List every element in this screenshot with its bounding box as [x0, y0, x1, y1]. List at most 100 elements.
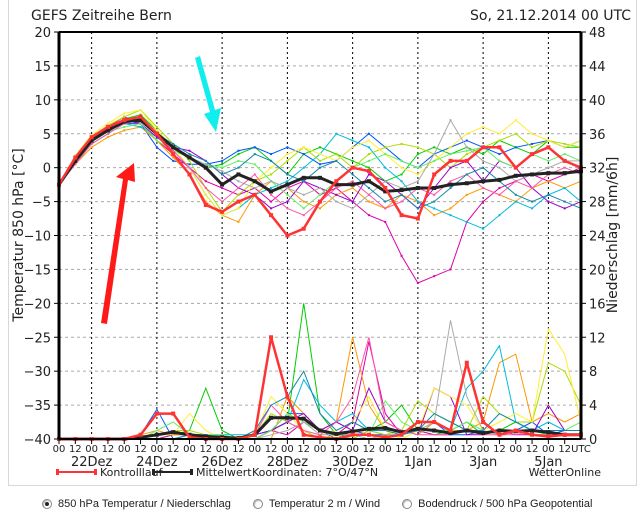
member-point [221, 170, 224, 173]
y-tick-label: −40 [24, 433, 51, 448]
member-point [433, 193, 436, 196]
member-point [270, 187, 273, 190]
member-point [416, 146, 419, 149]
member-point [253, 146, 256, 149]
member-point [514, 119, 517, 122]
control-point [154, 411, 159, 416]
member-point [90, 146, 93, 149]
member-point [367, 153, 370, 156]
member-point [449, 153, 452, 156]
member-point [367, 173, 370, 176]
y2-tick-label: 48 [589, 26, 606, 41]
mean-point [203, 165, 208, 170]
member-point [465, 153, 468, 156]
member-point [270, 173, 273, 176]
member-point [514, 132, 517, 135]
member-point [498, 187, 501, 190]
radio-indicator-selected[interactable] [42, 499, 52, 509]
member-point [400, 159, 403, 162]
mean-point [138, 118, 143, 123]
x-tick-label: 12 [428, 444, 441, 455]
control-point [203, 202, 208, 207]
x-tick-label: 12 [232, 444, 245, 455]
member-point [384, 220, 387, 223]
member-point [465, 149, 468, 152]
source-label: WetterOnline [529, 466, 602, 479]
y-tick-label: 15 [34, 60, 51, 75]
member-point [367, 187, 370, 190]
member-precip-line-9 [59, 320, 581, 440]
control-point [269, 213, 274, 218]
member-point [498, 139, 501, 142]
mean-point [350, 429, 355, 434]
member-point [90, 134, 93, 137]
mean-point [236, 172, 241, 177]
member-point [302, 153, 305, 156]
control-point [513, 165, 518, 170]
mean-point [497, 177, 502, 182]
control-point [383, 186, 388, 191]
control-point [366, 169, 371, 174]
y-tick-label: −30 [24, 365, 51, 380]
member-point [351, 200, 354, 203]
control-point [73, 155, 78, 160]
member-point [253, 153, 256, 156]
member-point [416, 200, 419, 203]
member-point [74, 163, 77, 166]
x-tick-label: 12 [558, 444, 571, 455]
member-precip-line-5 [59, 361, 582, 440]
member-point [106, 136, 109, 139]
member-point [482, 125, 485, 128]
radio-indicator[interactable] [252, 499, 263, 509]
member-point [433, 153, 436, 156]
y2-axis-label: Niederschlag [mm/6h] [605, 157, 621, 314]
member-point [384, 146, 387, 149]
member-point [547, 139, 550, 142]
member-point [286, 187, 289, 190]
member-point [335, 193, 338, 196]
member-point [204, 159, 207, 162]
mean-point [171, 430, 176, 435]
member-point [319, 159, 321, 162]
mean-point [366, 426, 371, 431]
control-point [432, 420, 437, 425]
member-point [155, 139, 158, 142]
red-arrow [101, 163, 135, 324]
member-precip-line-7 [59, 327, 582, 440]
member-point [433, 146, 436, 149]
x-tick-label: 12 [69, 444, 82, 455]
member-point [498, 132, 501, 135]
date-label: 1Jan [404, 455, 432, 470]
control-point [464, 360, 469, 365]
coordinates-label: Koordinaten: 7°O/47°N [252, 466, 378, 479]
member-point [514, 200, 517, 203]
radio-pressure-geopotential[interactable]: Bodendruck / 500 hPa Geopotential [402, 498, 592, 510]
member-point [547, 159, 550, 162]
member-point [563, 153, 566, 156]
mean-point [269, 415, 274, 420]
radio-850hpa-temp-precip[interactable]: 850 hPa Temperatur / Niederschlag [42, 498, 231, 510]
member-point [449, 214, 452, 217]
member-point [123, 125, 126, 128]
member-point [286, 173, 289, 176]
member-point [351, 180, 354, 183]
x-tick-label: 12 [330, 444, 343, 455]
member-point [351, 159, 354, 162]
control-point [415, 420, 420, 425]
member-point [367, 139, 370, 142]
control-point [154, 131, 159, 136]
member-point [531, 132, 534, 135]
member-point [123, 112, 126, 115]
member-point [270, 207, 273, 210]
member-point [351, 187, 354, 190]
radio-label: 850 hPa Temperatur / Niederschlag [58, 498, 231, 510]
legend-mittelwert-label: Mittelwert [196, 466, 252, 479]
radio-2m-temp-wind[interactable]: Temperatur 2 m / Wind [252, 498, 380, 510]
member-point [155, 129, 158, 132]
mean-point [481, 431, 486, 436]
member-point [498, 166, 501, 169]
member-point [237, 180, 240, 183]
radio-indicator[interactable] [402, 499, 413, 509]
control-point [220, 209, 225, 214]
x-tick-label: 00 [151, 444, 164, 455]
